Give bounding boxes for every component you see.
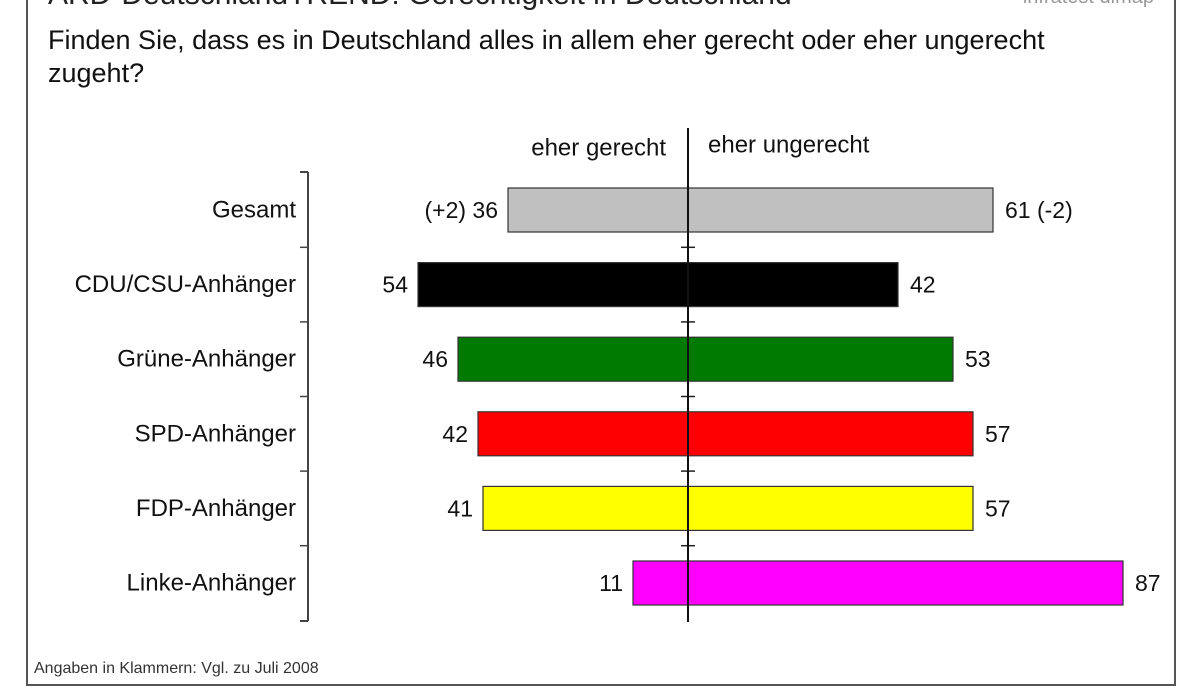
legend-eher-gerecht: eher gerecht bbox=[531, 135, 666, 162]
category-label: Gesamt bbox=[212, 197, 296, 224]
data-label-eher-gerecht: 46 bbox=[422, 346, 448, 372]
data-label-eher-gerecht: 11 bbox=[599, 570, 623, 596]
bar-eher-ungerecht bbox=[687, 411, 974, 457]
data-label-eher-ungerecht: 61 (-2) bbox=[1005, 197, 1073, 223]
bar-eher-gerecht bbox=[417, 262, 689, 308]
data-label-eher-ungerecht: 53 bbox=[965, 346, 991, 372]
bar-eher-ungerecht bbox=[687, 336, 954, 382]
bar-eher-ungerecht bbox=[687, 560, 1124, 606]
bar-eher-ungerecht bbox=[687, 187, 994, 233]
footnote: Angaben in Klammern: Vgl. zu Juli 2008 bbox=[34, 660, 319, 677]
brand-logo-text: infratest dimap bbox=[1023, 0, 1154, 9]
bar-eher-ungerecht bbox=[687, 262, 899, 308]
bar-eher-gerecht bbox=[507, 187, 689, 233]
data-label-eher-gerecht: 42 bbox=[442, 421, 468, 447]
survey-question: Finden Sie, dass es in Deutschland alles… bbox=[48, 25, 1045, 88]
page-title: ARD-DeutschlandTREND: Gerechtigkeit in D… bbox=[48, 0, 792, 12]
bar-eher-ungerecht bbox=[687, 485, 974, 531]
data-label-eher-ungerecht: 57 bbox=[985, 495, 1011, 521]
category-label: Grüne-Anhänger bbox=[117, 346, 296, 373]
data-label-eher-ungerecht: 42 bbox=[910, 272, 936, 298]
category-label: CDU/CSU-Anhänger bbox=[75, 271, 296, 298]
data-label-eher-gerecht: 54 bbox=[382, 272, 408, 298]
data-label-eher-gerecht: (+2) 36 bbox=[424, 197, 498, 223]
bar-eher-gerecht bbox=[477, 411, 689, 457]
category-label: FDP-Anhänger bbox=[136, 495, 296, 522]
bar-eher-gerecht bbox=[457, 336, 689, 382]
legend-eher-ungerecht: eher ungerecht bbox=[708, 132, 870, 159]
bar-eher-gerecht bbox=[482, 485, 689, 531]
data-label-eher-gerecht: 41 bbox=[447, 495, 473, 521]
data-label-eher-ungerecht: 87 bbox=[1135, 570, 1161, 596]
category-label: Linke-Anhänger bbox=[127, 570, 296, 597]
category-label: SPD-Anhänger bbox=[135, 420, 296, 447]
data-label-eher-ungerecht: 57 bbox=[985, 421, 1011, 447]
bar-eher-gerecht bbox=[632, 560, 689, 606]
